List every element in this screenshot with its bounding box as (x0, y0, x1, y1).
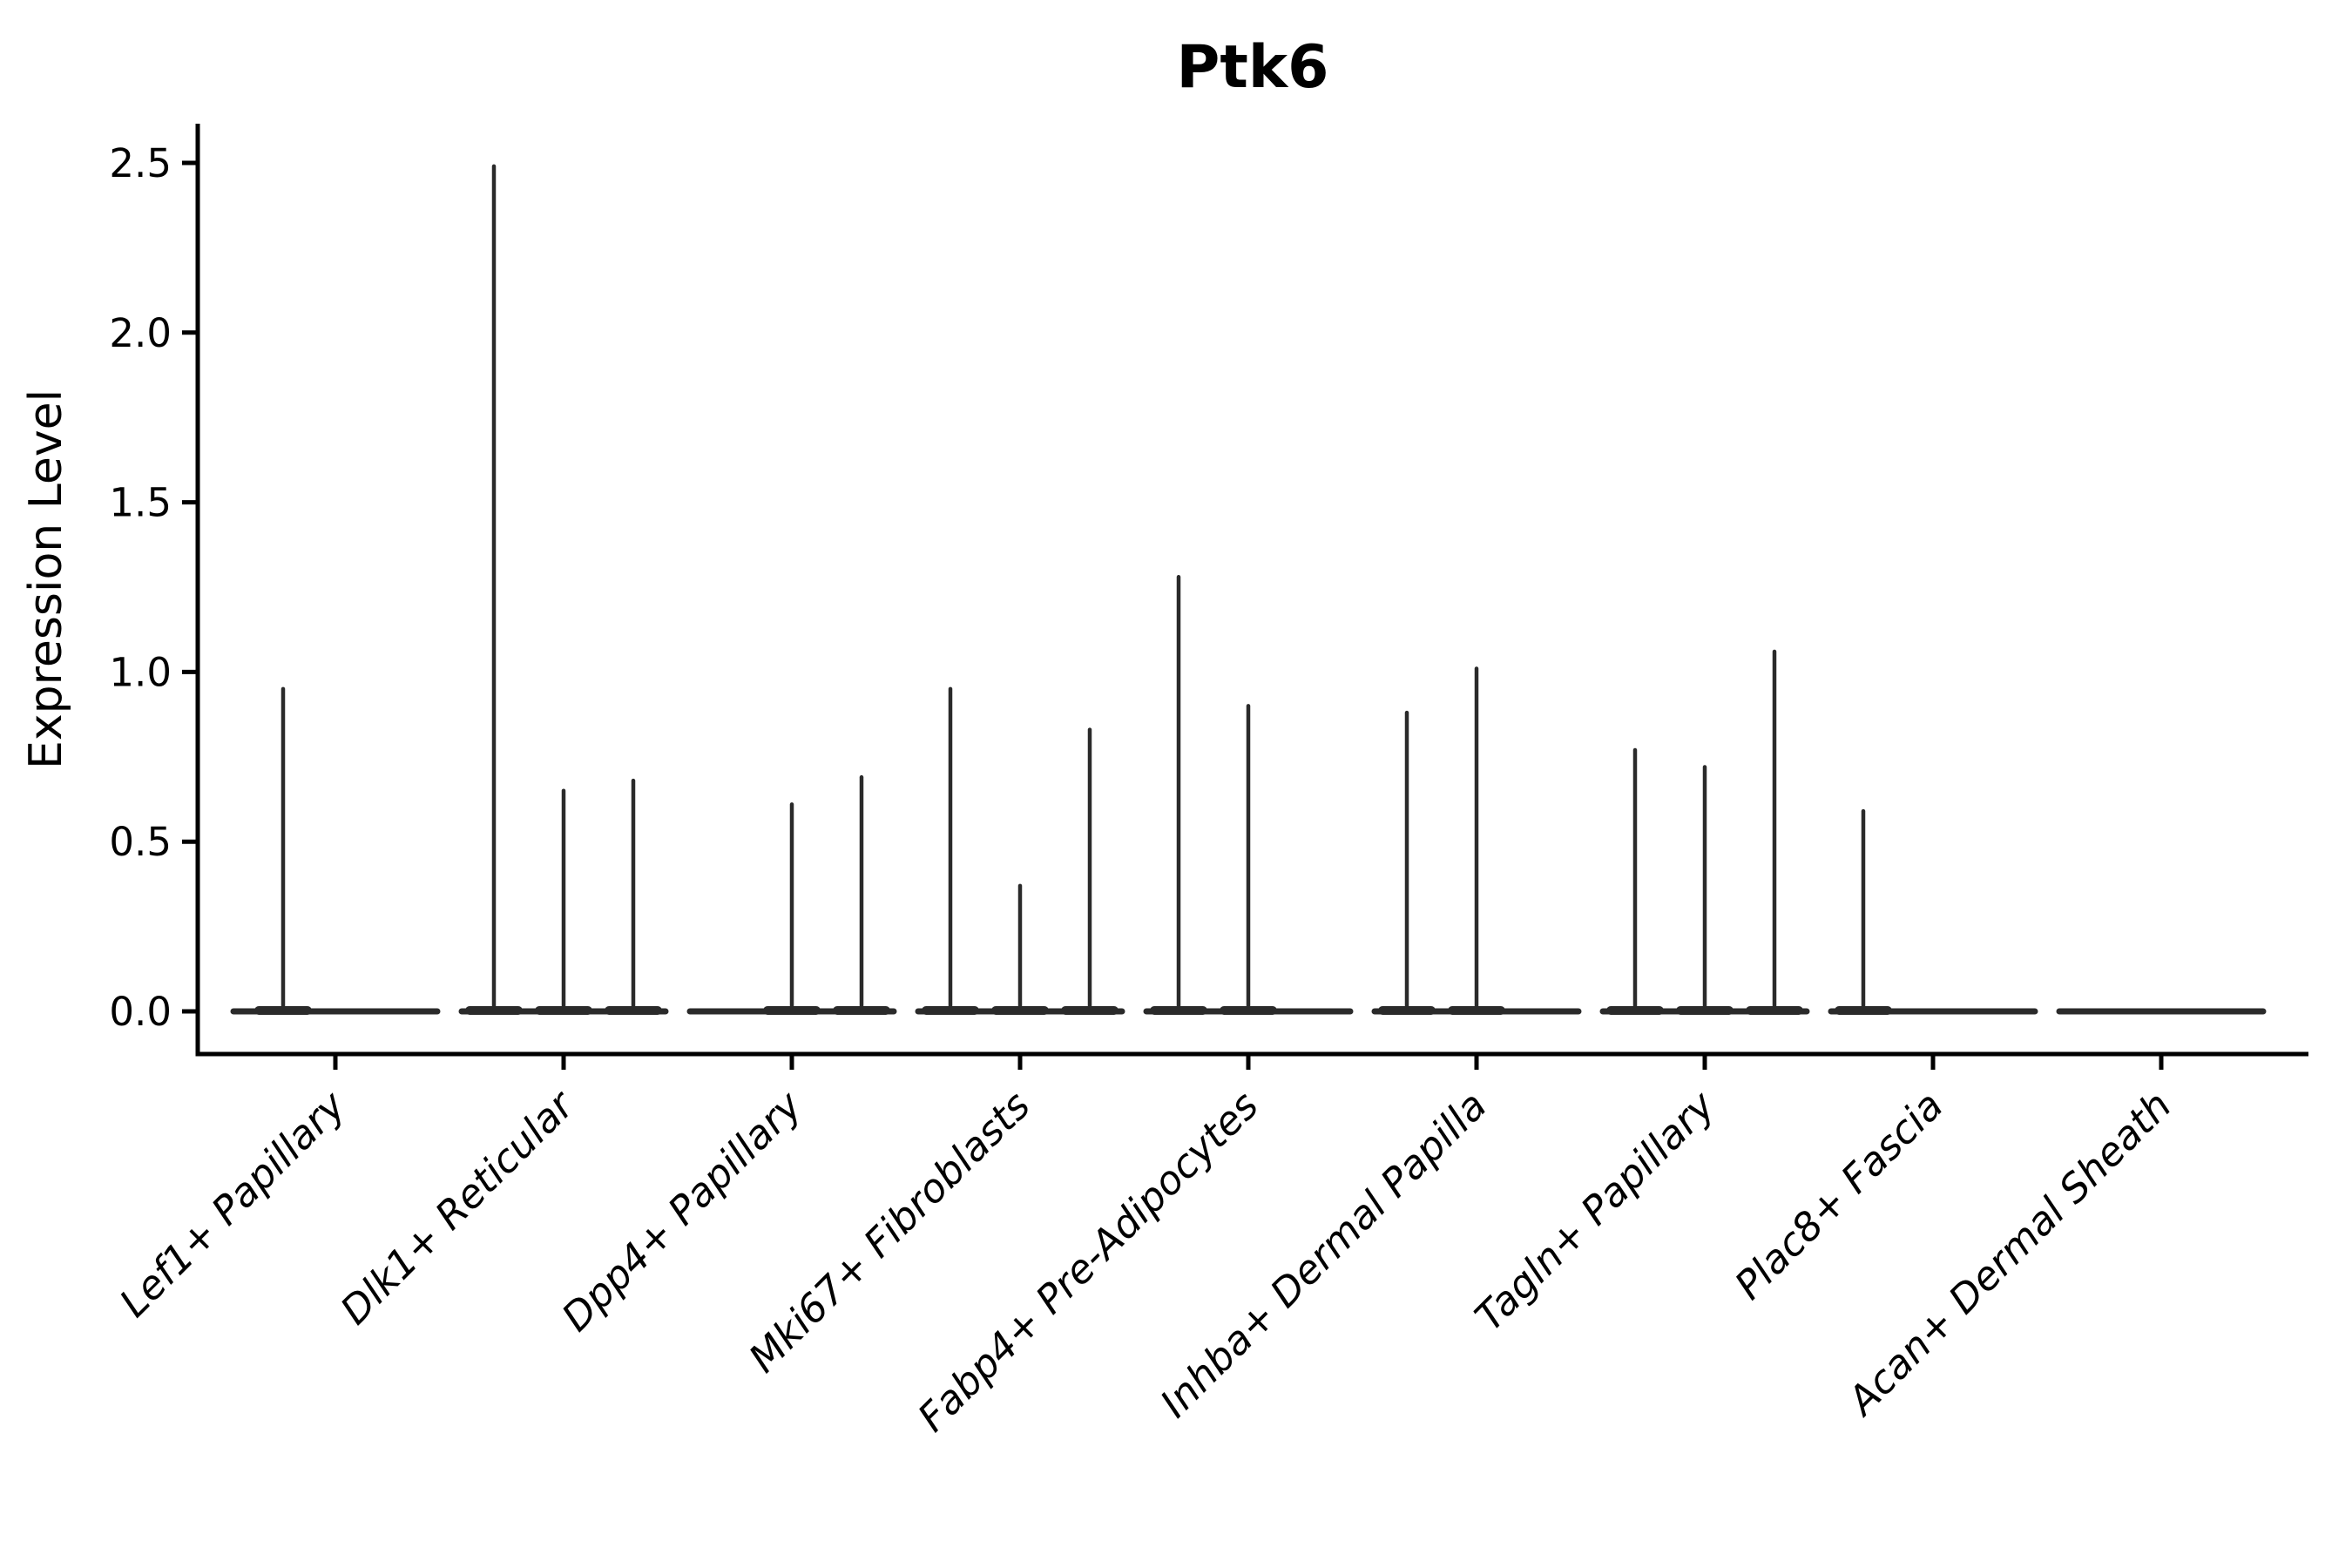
x-tick-label: Dpp4+ Papillary (553, 1081, 812, 1340)
y-tick-label: 2.0 (109, 310, 172, 356)
x-tick-label: Plac8+ Fascia (1726, 1082, 1952, 1308)
chart-title: Ptk6 (1177, 33, 1329, 102)
violin-layer (230, 164, 2267, 1015)
y-axis-label: Expression Level (20, 389, 72, 769)
x-tick-label: Dlk1+ Reticular (331, 1081, 584, 1334)
y-tick-label: 1.0 (109, 649, 172, 695)
y-tick-label: 2.5 (109, 140, 172, 186)
y-tick-label: 0.5 (109, 819, 172, 865)
x-tick-label: Tagln+ Papillary (1466, 1081, 1725, 1340)
y-tick-label: 1.5 (109, 480, 172, 526)
x-tick-label: Lef1+ Papillary (111, 1081, 355, 1326)
y-tick-label: 0.0 (109, 989, 172, 1035)
